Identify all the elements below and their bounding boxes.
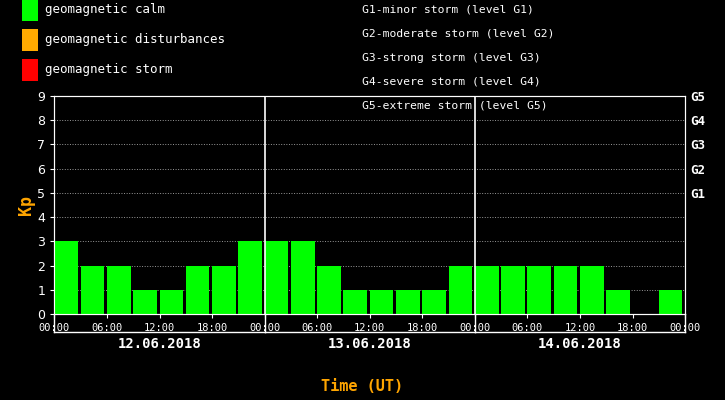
Bar [317, 266, 341, 314]
Bar [107, 266, 130, 314]
Text: 13.06.2018: 13.06.2018 [328, 337, 412, 351]
Bar [527, 266, 551, 314]
Bar [212, 266, 236, 314]
Text: geomagnetic calm: geomagnetic calm [45, 4, 165, 16]
Bar [554, 266, 577, 314]
Bar [659, 290, 682, 314]
Text: G5-extreme storm (level G5): G5-extreme storm (level G5) [362, 101, 548, 111]
Bar [396, 290, 420, 314]
Bar [239, 241, 262, 314]
Text: G3-strong storm (level G3): G3-strong storm (level G3) [362, 53, 542, 63]
Text: G4-severe storm (level G4): G4-severe storm (level G4) [362, 77, 542, 87]
Bar [475, 266, 499, 314]
Bar [449, 266, 472, 314]
Bar [80, 266, 104, 314]
Text: Time (UT): Time (UT) [321, 379, 404, 394]
Bar [344, 290, 367, 314]
Text: 12.06.2018: 12.06.2018 [117, 337, 202, 351]
Bar [54, 241, 78, 314]
Bar [291, 241, 315, 314]
Bar [186, 266, 210, 314]
Bar [370, 290, 394, 314]
Text: 14.06.2018: 14.06.2018 [538, 337, 622, 351]
Y-axis label: Kp: Kp [17, 195, 35, 215]
Bar [606, 290, 630, 314]
Text: geomagnetic storm: geomagnetic storm [45, 64, 173, 76]
Bar [580, 266, 604, 314]
Bar [160, 290, 183, 314]
Bar [133, 290, 157, 314]
Text: geomagnetic disturbances: geomagnetic disturbances [45, 34, 225, 46]
Text: G1-minor storm (level G1): G1-minor storm (level G1) [362, 5, 534, 15]
Text: G2-moderate storm (level G2): G2-moderate storm (level G2) [362, 29, 555, 39]
Bar [501, 266, 525, 314]
Bar [422, 290, 446, 314]
Bar [265, 241, 289, 314]
